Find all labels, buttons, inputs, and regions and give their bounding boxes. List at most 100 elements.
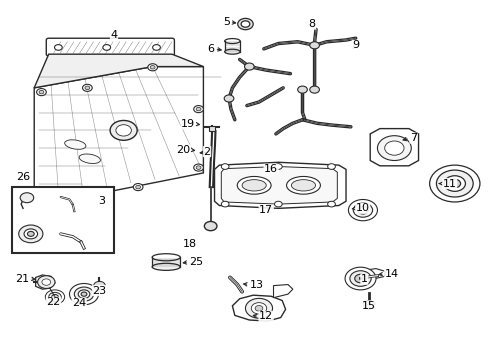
Circle shape bbox=[193, 164, 203, 171]
Circle shape bbox=[435, 170, 472, 197]
Circle shape bbox=[27, 231, 34, 237]
FancyBboxPatch shape bbox=[46, 38, 174, 56]
Circle shape bbox=[377, 136, 410, 161]
Polygon shape bbox=[369, 129, 418, 166]
Circle shape bbox=[297, 86, 307, 93]
Circle shape bbox=[237, 18, 253, 30]
Text: 7: 7 bbox=[409, 133, 416, 143]
Text: 6: 6 bbox=[207, 44, 214, 54]
Circle shape bbox=[37, 188, 46, 195]
Ellipse shape bbox=[237, 176, 270, 194]
Circle shape bbox=[42, 279, 51, 285]
Circle shape bbox=[82, 84, 92, 91]
Ellipse shape bbox=[224, 39, 240, 44]
Polygon shape bbox=[214, 162, 346, 208]
Text: 5: 5 bbox=[223, 17, 229, 27]
Ellipse shape bbox=[286, 176, 320, 194]
Circle shape bbox=[352, 203, 372, 217]
Text: 1: 1 bbox=[360, 274, 367, 284]
Circle shape bbox=[221, 164, 228, 169]
Circle shape bbox=[327, 201, 335, 207]
Circle shape bbox=[116, 125, 131, 136]
Circle shape bbox=[196, 107, 201, 111]
Circle shape bbox=[443, 176, 465, 192]
Text: 20: 20 bbox=[176, 145, 190, 155]
Ellipse shape bbox=[152, 263, 180, 270]
Circle shape bbox=[39, 190, 44, 193]
Text: 22: 22 bbox=[46, 297, 61, 307]
Circle shape bbox=[82, 191, 92, 198]
Ellipse shape bbox=[79, 154, 100, 163]
Ellipse shape bbox=[242, 180, 265, 191]
Circle shape bbox=[110, 121, 137, 140]
Circle shape bbox=[49, 292, 61, 302]
Circle shape bbox=[245, 298, 272, 318]
Circle shape bbox=[94, 282, 105, 290]
Circle shape bbox=[274, 201, 282, 207]
Text: 24: 24 bbox=[72, 298, 86, 309]
Circle shape bbox=[45, 290, 64, 304]
Circle shape bbox=[20, 193, 34, 203]
Circle shape bbox=[448, 179, 460, 188]
Polygon shape bbox=[232, 295, 285, 321]
Circle shape bbox=[357, 206, 367, 214]
Ellipse shape bbox=[291, 180, 315, 191]
Text: 23: 23 bbox=[92, 285, 106, 296]
Circle shape bbox=[133, 184, 142, 191]
Circle shape bbox=[38, 276, 55, 288]
Polygon shape bbox=[360, 269, 385, 279]
Text: 11: 11 bbox=[442, 179, 456, 189]
Text: 12: 12 bbox=[259, 311, 273, 321]
Circle shape bbox=[224, 95, 233, 102]
Text: 17: 17 bbox=[259, 205, 273, 215]
Circle shape bbox=[309, 86, 319, 93]
Bar bbox=[12, 187, 114, 253]
Circle shape bbox=[102, 45, 110, 50]
Circle shape bbox=[204, 221, 217, 231]
Circle shape bbox=[274, 164, 282, 169]
Text: 15: 15 bbox=[362, 301, 375, 311]
Text: 16: 16 bbox=[264, 165, 278, 174]
Bar bbox=[208, 126, 215, 131]
Circle shape bbox=[52, 294, 58, 300]
Circle shape bbox=[349, 271, 370, 286]
Circle shape bbox=[69, 283, 98, 305]
Circle shape bbox=[81, 292, 87, 296]
Circle shape bbox=[54, 45, 62, 50]
Circle shape bbox=[193, 105, 203, 113]
Text: 14: 14 bbox=[384, 269, 398, 279]
Text: 3: 3 bbox=[98, 196, 105, 206]
Circle shape bbox=[348, 199, 377, 221]
Polygon shape bbox=[34, 54, 203, 88]
Circle shape bbox=[85, 192, 90, 196]
Circle shape bbox=[221, 201, 228, 207]
Circle shape bbox=[39, 90, 44, 94]
Circle shape bbox=[150, 66, 155, 69]
Circle shape bbox=[251, 303, 266, 314]
Text: 2: 2 bbox=[203, 147, 210, 157]
Circle shape bbox=[429, 165, 479, 202]
Polygon shape bbox=[221, 167, 337, 204]
Circle shape bbox=[78, 290, 90, 298]
Text: 19: 19 bbox=[181, 119, 195, 129]
Circle shape bbox=[136, 185, 140, 189]
Circle shape bbox=[196, 166, 201, 169]
Ellipse shape bbox=[64, 140, 86, 149]
Circle shape bbox=[327, 164, 335, 169]
Polygon shape bbox=[36, 275, 55, 289]
Circle shape bbox=[37, 89, 46, 96]
Text: 18: 18 bbox=[183, 239, 197, 249]
Polygon shape bbox=[34, 67, 203, 196]
Circle shape bbox=[354, 274, 366, 283]
Text: 4: 4 bbox=[110, 30, 117, 40]
Polygon shape bbox=[363, 300, 374, 309]
Circle shape bbox=[244, 63, 254, 70]
Circle shape bbox=[147, 64, 157, 71]
Circle shape bbox=[19, 225, 43, 243]
Ellipse shape bbox=[152, 254, 180, 261]
Text: 25: 25 bbox=[188, 257, 203, 267]
Circle shape bbox=[309, 42, 319, 49]
Circle shape bbox=[255, 306, 263, 311]
Text: 10: 10 bbox=[355, 203, 369, 213]
Circle shape bbox=[345, 267, 375, 290]
